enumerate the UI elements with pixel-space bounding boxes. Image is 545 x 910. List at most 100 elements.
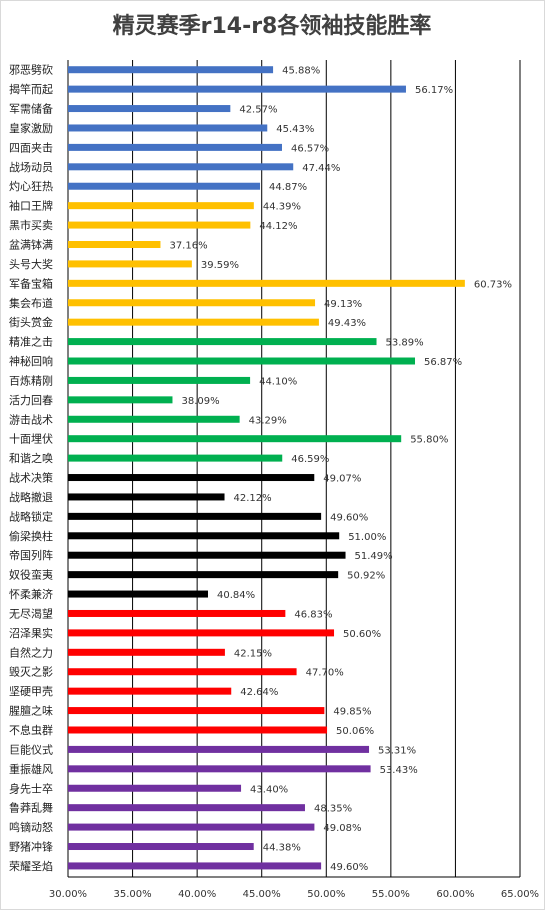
data-label: 49.60% bbox=[330, 512, 368, 523]
category-label: 十面埋伏 bbox=[9, 432, 53, 446]
category-label: 战术决策 bbox=[9, 471, 53, 485]
x-tick-label: 50.00% bbox=[307, 889, 345, 900]
data-label: 56.87% bbox=[424, 357, 462, 368]
category-label: 神秘回响 bbox=[9, 354, 53, 368]
data-label: 42.12% bbox=[234, 493, 272, 504]
category-label: 袖口王牌 bbox=[9, 199, 53, 213]
bar bbox=[68, 862, 322, 870]
data-label: 44.38% bbox=[263, 843, 301, 854]
data-label: 37.16% bbox=[169, 240, 207, 251]
category-label: 集会布道 bbox=[9, 296, 53, 310]
category-label: 和谐之唤 bbox=[9, 451, 53, 465]
data-label: 42.15% bbox=[234, 648, 272, 659]
bar bbox=[68, 629, 335, 637]
data-label: 44.39% bbox=[263, 202, 301, 213]
data-label: 46.59% bbox=[291, 454, 329, 465]
data-label: 49.08% bbox=[323, 823, 361, 834]
bar bbox=[68, 609, 286, 617]
x-axis-ticks: 30.00% 35.00% 40.00% 45.00% 50.00% 55.00% 60.0… bbox=[49, 889, 539, 900]
bar bbox=[68, 726, 328, 734]
bar bbox=[68, 124, 268, 132]
category-label: 鸣镝动怒 bbox=[9, 820, 53, 834]
data-label: 51.49% bbox=[355, 551, 393, 562]
bar bbox=[68, 571, 339, 579]
category-label: 黑市买卖 bbox=[9, 218, 53, 232]
bars bbox=[68, 66, 465, 870]
data-label: 51.00% bbox=[348, 532, 386, 543]
category-label: 皇家激励 bbox=[9, 121, 53, 135]
data-label: 60.73% bbox=[474, 279, 512, 290]
bar bbox=[68, 376, 251, 384]
category-label: 帝国列阵 bbox=[9, 548, 53, 562]
data-label: 47.44% bbox=[302, 163, 340, 174]
data-label: 50.06% bbox=[336, 726, 374, 737]
bar bbox=[68, 784, 242, 792]
bar bbox=[68, 765, 371, 773]
data-label: 49.85% bbox=[333, 707, 371, 718]
chart-title: 精灵赛季r14-r8各领袖技能胜率 bbox=[113, 13, 432, 39]
bar bbox=[68, 279, 465, 287]
category-label: 揭竿而起 bbox=[9, 82, 53, 96]
category-label: 战略撤退 bbox=[9, 490, 53, 504]
bar bbox=[68, 804, 305, 812]
data-label: 49.13% bbox=[324, 299, 362, 310]
data-label: 44.12% bbox=[259, 221, 297, 232]
data-label: 42.57% bbox=[239, 105, 277, 116]
bar bbox=[68, 105, 231, 113]
bar bbox=[68, 454, 283, 462]
bar bbox=[68, 415, 240, 423]
category-label: 头号大奖 bbox=[9, 257, 53, 271]
bar bbox=[68, 745, 370, 753]
x-tick-label: 40.00% bbox=[178, 889, 216, 900]
data-label: 47.70% bbox=[306, 668, 344, 679]
x-tick-label: 35.00% bbox=[114, 889, 152, 900]
data-label: 50.60% bbox=[343, 629, 381, 640]
category-label: 无尽渴望 bbox=[9, 607, 53, 620]
category-label: 战略锁定 bbox=[9, 509, 53, 523]
data-label: 53.43% bbox=[380, 765, 418, 776]
x-tick-label: 60.00% bbox=[436, 889, 474, 900]
category-label: 奴役蛮夷 bbox=[9, 568, 53, 582]
category-label: 街头赏金 bbox=[9, 315, 53, 329]
category-label: 活力回春 bbox=[9, 394, 53, 407]
data-label: 43.29% bbox=[249, 415, 287, 426]
data-label: 49.07% bbox=[323, 474, 361, 485]
category-label: 巨能仪式 bbox=[9, 742, 53, 756]
category-label: 战场动员 bbox=[9, 160, 53, 174]
bar bbox=[68, 318, 319, 326]
category-label: 盆满钵满 bbox=[9, 237, 53, 251]
bar bbox=[68, 474, 315, 482]
data-label: 39.59% bbox=[201, 260, 239, 271]
bar bbox=[68, 66, 274, 74]
data-label: 53.31% bbox=[378, 745, 416, 756]
bar bbox=[68, 396, 173, 404]
bar bbox=[68, 435, 402, 443]
bar bbox=[68, 357, 416, 365]
data-label: 49.60% bbox=[330, 862, 368, 873]
bar bbox=[68, 687, 232, 695]
category-label: 游击战术 bbox=[9, 413, 53, 426]
category-label: 沼泽果实 bbox=[9, 626, 53, 640]
bar bbox=[68, 823, 315, 831]
category-label: 毁灭之影 bbox=[9, 665, 53, 679]
data-label: 46.57% bbox=[291, 143, 329, 154]
data-label: 48.35% bbox=[314, 804, 352, 815]
category-label: 腥膻之味 bbox=[9, 704, 53, 718]
bar bbox=[68, 260, 192, 268]
category-label: 四面夹击 bbox=[9, 141, 53, 154]
gridlines bbox=[67, 60, 521, 878]
bar bbox=[68, 338, 377, 346]
bar bbox=[68, 668, 297, 676]
data-label: 44.10% bbox=[259, 376, 297, 387]
data-label: 55.80% bbox=[410, 435, 448, 446]
data-labels: 45.88% 56.17% 42.57% 45.43% 46.57% 47.44% 44.8… bbox=[169, 66, 512, 873]
category-label: 野猪冲锋 bbox=[9, 840, 53, 854]
bar bbox=[68, 85, 406, 93]
bar bbox=[68, 221, 251, 229]
bar bbox=[68, 648, 225, 656]
category-label: 自然之力 bbox=[9, 645, 53, 659]
data-label: 53.89% bbox=[386, 338, 424, 349]
category-label: 怀柔兼济 bbox=[9, 587, 53, 601]
data-label: 43.40% bbox=[250, 784, 288, 795]
